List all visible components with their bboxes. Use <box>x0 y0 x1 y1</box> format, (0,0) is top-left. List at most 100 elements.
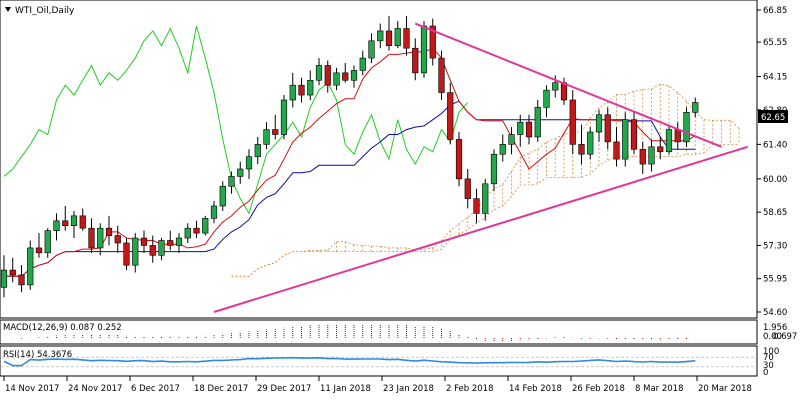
candle-body <box>184 227 191 239</box>
candle-body <box>412 47 419 74</box>
candle-body <box>105 227 113 236</box>
candle-body <box>543 89 550 108</box>
candle-body <box>140 237 148 246</box>
trendlines <box>213 22 749 313</box>
candle-body <box>88 227 95 249</box>
candle-body <box>193 227 200 234</box>
price-tick-label: 65.55 <box>763 38 787 48</box>
rsi-label: RSI(14) <box>3 350 34 360</box>
candle-body <box>342 72 349 81</box>
candle-body <box>683 112 690 143</box>
price-tick-label: 64.15 <box>763 73 787 83</box>
time-axis: 14 Nov 2017 24 Nov 2017 6 Dec 2017 18 Dec 2… <box>3 376 752 394</box>
candle-body <box>622 119 629 160</box>
candle-body <box>394 28 401 47</box>
candle-body <box>429 25 436 59</box>
macd-value-2: 0.252 <box>97 323 121 333</box>
rsi-line <box>1 356 756 368</box>
symbol-menu-icon[interactable] <box>5 7 11 12</box>
candle-body <box>350 70 358 81</box>
macd-tick-zero: 0.00 <box>763 332 782 342</box>
candle-body <box>254 144 261 157</box>
current-price-label: 62.65 <box>761 113 785 123</box>
candle-body <box>333 72 340 86</box>
macd-tick-top: 1.956 <box>763 323 787 333</box>
candle-body <box>175 237 183 246</box>
candle-body <box>420 25 428 74</box>
candle-body <box>0 269 8 288</box>
candle-body <box>35 247 43 254</box>
candle-body <box>114 235 121 244</box>
candle-body <box>560 82 568 101</box>
chart-title: WTI_Oil,Daily <box>15 6 75 16</box>
current-price-tag <box>758 110 788 123</box>
candle-body <box>18 274 25 286</box>
price-tick-label: 66.85 <box>763 6 787 16</box>
candle-body <box>202 218 209 234</box>
candle-body <box>385 30 393 47</box>
time-tick-label: 18 Dec 2017 <box>194 384 248 394</box>
candle-body <box>210 205 218 219</box>
candle-body <box>298 84 305 96</box>
candle-body <box>473 198 480 214</box>
chikou-span-line <box>3 25 469 215</box>
candle-body <box>482 183 489 214</box>
macd-value-1: 0.087 <box>70 323 94 333</box>
candle-body <box>245 156 253 170</box>
time-tick-label: 14 Feb 2018 <box>509 384 562 394</box>
svg-text:RSI(14) 54.3676: RSI(14) 54.3676 <box>3 350 72 360</box>
candle-body <box>587 131 594 155</box>
candle-body <box>569 99 576 145</box>
candle-body <box>27 247 34 286</box>
candle-body <box>447 92 454 140</box>
candle-body <box>315 65 323 81</box>
rsi-tick-70: 70 <box>763 353 774 363</box>
candle-body <box>123 242 130 266</box>
time-tick-label: 23 Jan 2018 <box>383 384 434 394</box>
trendline-upper <box>414 22 722 148</box>
candle-body <box>324 65 331 86</box>
candle-body <box>228 176 235 187</box>
macd-tick-low: 0.697 <box>773 332 797 342</box>
time-tick-label: 8 Mar 2018 <box>635 384 683 394</box>
candle-body <box>272 129 279 135</box>
candle-body <box>613 141 620 160</box>
price-tick-label: 57.30 <box>763 241 787 251</box>
candle-body <box>595 114 603 133</box>
candle-body <box>578 144 585 155</box>
candle-body <box>552 82 559 91</box>
price-tick-label: 61.40 <box>763 140 787 150</box>
candle-body <box>604 114 611 143</box>
rsi-tick-0: 0 <box>763 368 768 378</box>
candle-body <box>149 245 156 256</box>
candle-body <box>517 121 524 135</box>
price-axis: 66.8565.5564.1562.8061.4060.0058.6557.30… <box>757 6 787 318</box>
candle-body <box>525 121 533 138</box>
candle-body <box>44 230 51 254</box>
price-tick-label: 58.65 <box>763 208 787 218</box>
time-tick-label: 2 Feb 2018 <box>446 384 494 394</box>
candle-body <box>9 269 16 276</box>
candle-body <box>455 139 463 180</box>
candle-body <box>70 215 78 227</box>
macd-histogram <box>12 324 696 342</box>
candle-body <box>219 185 226 207</box>
candlestick-series <box>0 16 699 298</box>
candle-body <box>167 240 174 246</box>
time-tick-label: 20 Mar 2018 <box>698 384 752 394</box>
candle-body <box>132 237 139 266</box>
rsi-tick-30: 30 <box>763 361 774 371</box>
svg-text:MACD(12,26,9) 0.087 0.: MACD(12,26,9) 0.087 0.252 <box>3 323 122 333</box>
time-tick-label: 26 Feb 2018 <box>572 384 625 394</box>
rsi-tick-100: 100 <box>763 347 779 357</box>
candle-body <box>158 240 165 256</box>
candle-body <box>237 168 244 177</box>
time-tick-label: 6 Dec 2017 <box>131 384 180 394</box>
time-tick-label: 24 Nov 2017 <box>68 384 122 394</box>
rsi-series-line <box>3 356 696 367</box>
candle-body <box>438 57 445 93</box>
candle-body <box>630 119 638 150</box>
candle-body <box>359 57 366 71</box>
rsi-value: 54.3676 <box>37 350 72 360</box>
candle-body <box>377 30 384 42</box>
